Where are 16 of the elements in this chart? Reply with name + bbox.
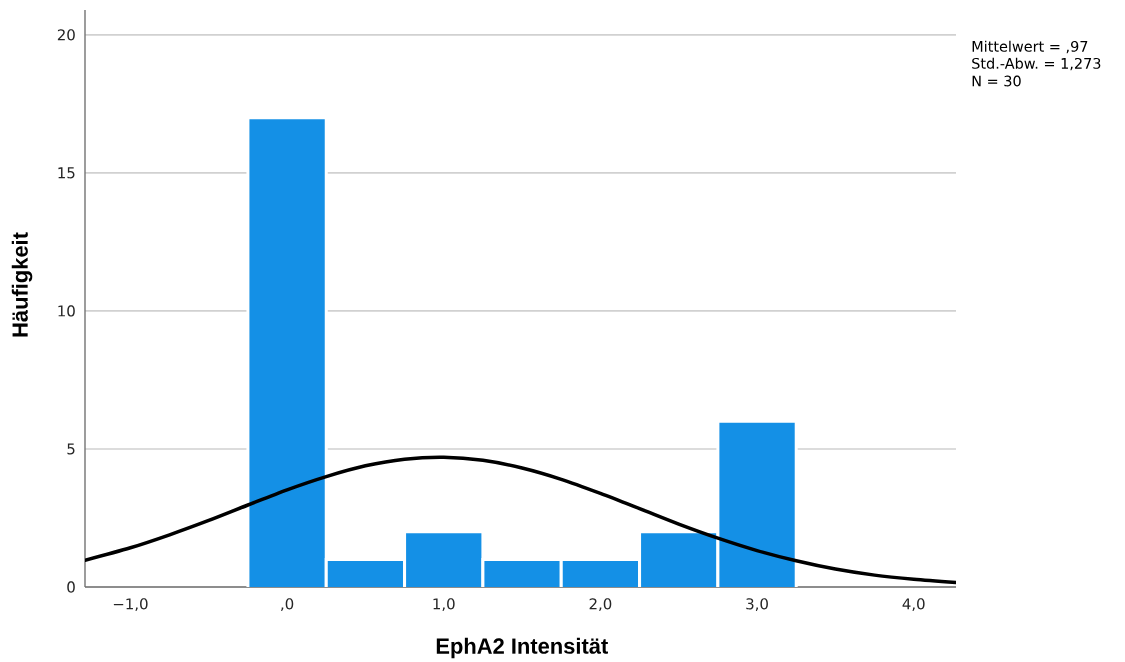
y-tick-label: 10 xyxy=(58,305,75,317)
x-tick-label: 3,0 xyxy=(746,598,768,612)
y-tick-label: 20 xyxy=(57,29,75,41)
y-tick-label: 5 xyxy=(67,443,75,455)
text: N = 30 xyxy=(972,75,1021,87)
x-tick-label: −1,0 xyxy=(113,598,148,612)
y-axis-title: Häufigkeit xyxy=(11,232,33,337)
x-tick-label: 2,0 xyxy=(589,598,612,612)
x-axis-title: EphA2 Intensität xyxy=(436,637,608,659)
y-tick-label: 15 xyxy=(58,167,75,179)
x-tick-label: ,0 xyxy=(281,598,294,612)
x-tick-label: 4,0 xyxy=(902,598,925,612)
y-tick-label: 0 xyxy=(67,581,75,593)
text: Std.-Abw. = 1,273 xyxy=(972,57,1101,71)
text: Mittelwert = ,97 xyxy=(972,40,1088,54)
x-tick-label: 1,0 xyxy=(433,598,455,612)
